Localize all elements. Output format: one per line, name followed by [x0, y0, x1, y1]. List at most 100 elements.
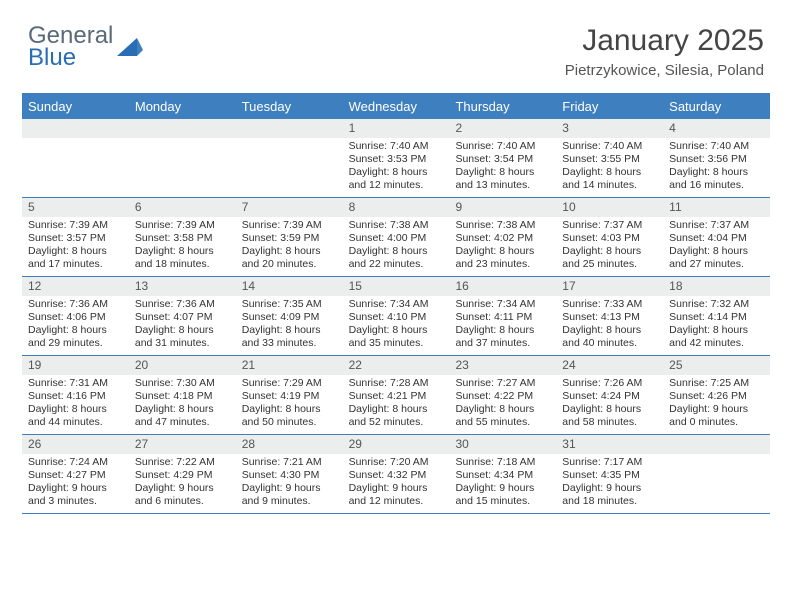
cell-body	[22, 138, 129, 144]
day-number: 30	[449, 435, 556, 454]
title-block: January 2025 Pietrzykowice, Silesia, Pol…	[565, 24, 764, 79]
cell-line: Daylight: 8 hours and 35 minutes.	[349, 324, 444, 350]
cell-line: Daylight: 8 hours and 29 minutes.	[28, 324, 123, 350]
cell-body: Sunrise: 7:35 AMSunset: 4:09 PMDaylight:…	[236, 296, 343, 355]
day-number: 9	[449, 198, 556, 217]
cell-line: Sunset: 4:10 PM	[349, 311, 444, 324]
logo: General Blue	[28, 24, 143, 70]
day-header-row: SundayMondayTuesdayWednesdayThursdayFrid…	[22, 95, 770, 119]
cell-line: Sunset: 4:00 PM	[349, 232, 444, 245]
day-number	[663, 435, 770, 454]
day-number: 8	[343, 198, 450, 217]
cell-line: Daylight: 8 hours and 16 minutes.	[669, 166, 764, 192]
calendar-cell: 15Sunrise: 7:34 AMSunset: 4:10 PMDayligh…	[343, 277, 450, 355]
cell-line: Sunset: 4:26 PM	[669, 390, 764, 403]
cell-line: Sunset: 3:55 PM	[562, 153, 657, 166]
cell-line: Sunset: 4:24 PM	[562, 390, 657, 403]
cell-line: Sunset: 4:07 PM	[135, 311, 230, 324]
cell-body	[129, 138, 236, 144]
cell-line: Sunrise: 7:26 AM	[562, 377, 657, 390]
day-number: 12	[22, 277, 129, 296]
cell-line: Daylight: 8 hours and 58 minutes.	[562, 403, 657, 429]
cell-line: Daylight: 8 hours and 42 minutes.	[669, 324, 764, 350]
cell-body: Sunrise: 7:25 AMSunset: 4:26 PMDaylight:…	[663, 375, 770, 434]
calendar-cell	[236, 119, 343, 197]
cell-body: Sunrise: 7:36 AMSunset: 4:06 PMDaylight:…	[22, 296, 129, 355]
calendar-cell: 27Sunrise: 7:22 AMSunset: 4:29 PMDayligh…	[129, 435, 236, 513]
cell-body: Sunrise: 7:31 AMSunset: 4:16 PMDaylight:…	[22, 375, 129, 434]
day-number: 4	[663, 119, 770, 138]
calendar-cell: 12Sunrise: 7:36 AMSunset: 4:06 PMDayligh…	[22, 277, 129, 355]
cell-line: Daylight: 8 hours and 14 minutes.	[562, 166, 657, 192]
cell-line: Daylight: 8 hours and 27 minutes.	[669, 245, 764, 271]
weeks-container: 1Sunrise: 7:40 AMSunset: 3:53 PMDaylight…	[22, 119, 770, 514]
day-number: 1	[343, 119, 450, 138]
calendar-cell: 11Sunrise: 7:37 AMSunset: 4:04 PMDayligh…	[663, 198, 770, 276]
cell-line: Daylight: 8 hours and 17 minutes.	[28, 245, 123, 271]
week-row: 5Sunrise: 7:39 AMSunset: 3:57 PMDaylight…	[22, 198, 770, 277]
day-number	[236, 119, 343, 138]
calendar-cell: 31Sunrise: 7:17 AMSunset: 4:35 PMDayligh…	[556, 435, 663, 513]
cell-body: Sunrise: 7:40 AMSunset: 3:56 PMDaylight:…	[663, 138, 770, 197]
cell-body	[236, 138, 343, 144]
calendar-cell: 5Sunrise: 7:39 AMSunset: 3:57 PMDaylight…	[22, 198, 129, 276]
cell-body: Sunrise: 7:17 AMSunset: 4:35 PMDaylight:…	[556, 454, 663, 513]
calendar-cell: 24Sunrise: 7:26 AMSunset: 4:24 PMDayligh…	[556, 356, 663, 434]
calendar-cell: 14Sunrise: 7:35 AMSunset: 4:09 PMDayligh…	[236, 277, 343, 355]
cell-line: Sunset: 4:30 PM	[242, 469, 337, 482]
cell-line: Daylight: 9 hours and 9 minutes.	[242, 482, 337, 508]
calendar-cell: 18Sunrise: 7:32 AMSunset: 4:14 PMDayligh…	[663, 277, 770, 355]
day-number: 7	[236, 198, 343, 217]
calendar-cell: 1Sunrise: 7:40 AMSunset: 3:53 PMDaylight…	[343, 119, 450, 197]
calendar-cell: 4Sunrise: 7:40 AMSunset: 3:56 PMDaylight…	[663, 119, 770, 197]
cell-line: Sunset: 4:06 PM	[28, 311, 123, 324]
cell-line: Daylight: 8 hours and 13 minutes.	[455, 166, 550, 192]
cell-line: Sunset: 3:56 PM	[669, 153, 764, 166]
day-number: 22	[343, 356, 450, 375]
day-number: 11	[663, 198, 770, 217]
cell-body: Sunrise: 7:24 AMSunset: 4:27 PMDaylight:…	[22, 454, 129, 513]
cell-line: Daylight: 8 hours and 50 minutes.	[242, 403, 337, 429]
cell-line: Daylight: 8 hours and 44 minutes.	[28, 403, 123, 429]
cell-line: Sunrise: 7:18 AM	[455, 456, 550, 469]
cell-body: Sunrise: 7:39 AMSunset: 3:58 PMDaylight:…	[129, 217, 236, 276]
cell-body: Sunrise: 7:40 AMSunset: 3:55 PMDaylight:…	[556, 138, 663, 197]
cell-body: Sunrise: 7:26 AMSunset: 4:24 PMDaylight:…	[556, 375, 663, 434]
cell-body: Sunrise: 7:29 AMSunset: 4:19 PMDaylight:…	[236, 375, 343, 434]
cell-line: Daylight: 9 hours and 15 minutes.	[455, 482, 550, 508]
day-number: 5	[22, 198, 129, 217]
cell-line: Sunrise: 7:22 AM	[135, 456, 230, 469]
day-header: Saturday	[663, 95, 770, 119]
day-number: 13	[129, 277, 236, 296]
week-row: 26Sunrise: 7:24 AMSunset: 4:27 PMDayligh…	[22, 435, 770, 514]
calendar-cell: 8Sunrise: 7:38 AMSunset: 4:00 PMDaylight…	[343, 198, 450, 276]
calendar-cell: 29Sunrise: 7:20 AMSunset: 4:32 PMDayligh…	[343, 435, 450, 513]
day-number: 19	[22, 356, 129, 375]
week-row: 1Sunrise: 7:40 AMSunset: 3:53 PMDaylight…	[22, 119, 770, 198]
cell-line: Daylight: 8 hours and 55 minutes.	[455, 403, 550, 429]
calendar-cell: 3Sunrise: 7:40 AMSunset: 3:55 PMDaylight…	[556, 119, 663, 197]
cell-body: Sunrise: 7:32 AMSunset: 4:14 PMDaylight:…	[663, 296, 770, 355]
cell-line: Daylight: 8 hours and 31 minutes.	[135, 324, 230, 350]
calendar-cell	[22, 119, 129, 197]
cell-line: Sunset: 4:29 PM	[135, 469, 230, 482]
cell-body: Sunrise: 7:36 AMSunset: 4:07 PMDaylight:…	[129, 296, 236, 355]
cell-line: Sunrise: 7:40 AM	[349, 140, 444, 153]
cell-line: Daylight: 8 hours and 12 minutes.	[349, 166, 444, 192]
day-header: Friday	[556, 95, 663, 119]
cell-body: Sunrise: 7:18 AMSunset: 4:34 PMDaylight:…	[449, 454, 556, 513]
cell-body: Sunrise: 7:30 AMSunset: 4:18 PMDaylight:…	[129, 375, 236, 434]
location: Pietrzykowice, Silesia, Poland	[565, 62, 764, 79]
day-header: Thursday	[449, 95, 556, 119]
calendar-cell: 30Sunrise: 7:18 AMSunset: 4:34 PMDayligh…	[449, 435, 556, 513]
cell-line: Daylight: 9 hours and 12 minutes.	[349, 482, 444, 508]
cell-body: Sunrise: 7:20 AMSunset: 4:32 PMDaylight:…	[343, 454, 450, 513]
cell-line: Sunrise: 7:17 AM	[562, 456, 657, 469]
calendar-cell: 20Sunrise: 7:30 AMSunset: 4:18 PMDayligh…	[129, 356, 236, 434]
cell-line: Sunrise: 7:36 AM	[28, 298, 123, 311]
cell-line: Daylight: 8 hours and 52 minutes.	[349, 403, 444, 429]
cell-body: Sunrise: 7:39 AMSunset: 3:59 PMDaylight:…	[236, 217, 343, 276]
cell-line: Sunset: 4:22 PM	[455, 390, 550, 403]
day-number: 31	[556, 435, 663, 454]
cell-body: Sunrise: 7:34 AMSunset: 4:10 PMDaylight:…	[343, 296, 450, 355]
